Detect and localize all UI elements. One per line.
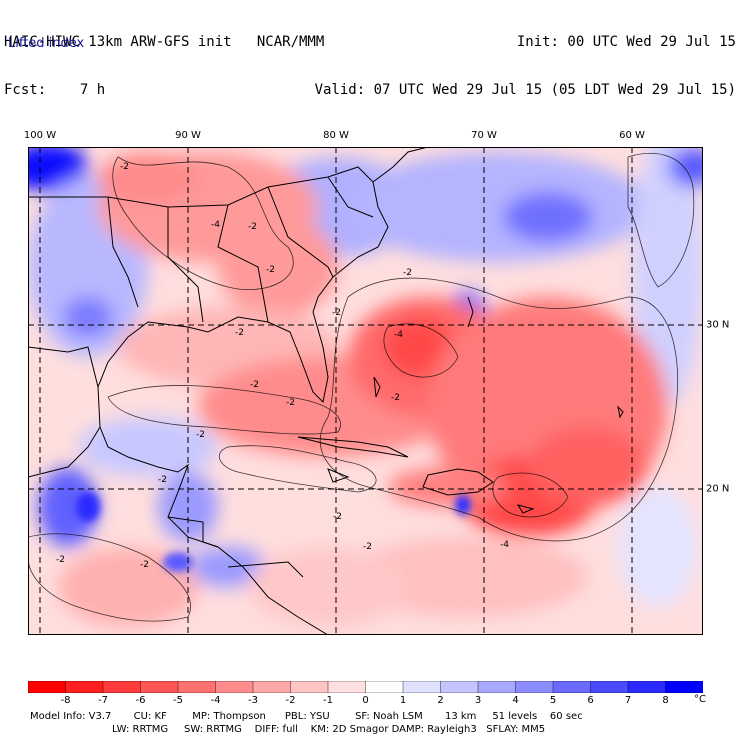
contour-label: -2	[250, 380, 259, 390]
colorbar-swatch	[515, 681, 554, 693]
colorbar-swatch	[215, 681, 254, 693]
contour-label: -4	[394, 330, 403, 340]
lifted-index-map: -2 -2 -4 -2 -2 -2 -2 -2 -2 -4 -2 -4 -2 -…	[28, 147, 703, 635]
lon-label-80w: 80 W	[323, 130, 349, 141]
contour-label: -2	[333, 512, 342, 522]
contour-label: -2	[286, 398, 295, 408]
model-info-line-2: LW: RRTMG SW: RRTMG DIFF: full KM: 2D Sm…	[112, 724, 546, 735]
lon-label-90w: 90 W	[175, 130, 201, 141]
valid-time: Valid: 07 UTC Wed 29 Jul 15 (05 LDT Wed …	[314, 82, 736, 98]
colorbar-tick-label: 0	[362, 695, 369, 706]
lon-label-100w: 100 W	[23, 130, 57, 141]
colorbar-swatch	[327, 681, 367, 693]
colorbar-tick-label: 2	[437, 695, 444, 706]
colorbar-swatch	[102, 681, 142, 693]
colorbar-swatch	[28, 681, 67, 693]
colorbar-tick-label: 4	[512, 695, 519, 706]
contour-label: -2	[332, 308, 341, 318]
colorbar-tick-label: 5	[549, 695, 557, 706]
header-right: Init: 00 UTC Wed 29 Jul 15 Valid: 07 UTC…	[315, 2, 736, 114]
colorbar-tick-label: 6	[587, 695, 594, 706]
colorbar-swatch	[177, 681, 217, 693]
colorbar-tick-label: 8	[662, 695, 669, 706]
colorbar-swatch	[65, 681, 104, 693]
colorbar-tick-label: -6	[135, 695, 146, 706]
contour-label: -4	[500, 540, 509, 550]
field-name: Lifted index	[8, 36, 85, 51]
colorbar-swatch	[627, 681, 667, 693]
map-frame	[28, 147, 703, 635]
colorbar-swatch	[252, 681, 292, 693]
colorbar-tick-label: -1	[323, 695, 333, 706]
colorbar-tick-label: 1	[399, 695, 407, 706]
model-info-line-1: Model Info: V3.7 CU: KF MP: Thompson PBL…	[30, 711, 583, 722]
lon-label-60w: 60 W	[619, 130, 645, 141]
colorbar-tick-label: 3	[474, 695, 482, 706]
graticule	[28, 147, 703, 635]
colorbar-swatch	[402, 681, 442, 693]
colorbar-tick-label: -5	[173, 695, 183, 706]
contour-label-group: -2 -2 -4 -2 -2 -2 -2 -2 -2 -4 -2 -4 -2 -…	[56, 162, 509, 570]
contour-lines	[28, 153, 695, 622]
colorbar-tick-label: 7	[624, 695, 632, 706]
contour-label: -2	[196, 430, 205, 440]
lat-label-30n: 30 N	[706, 319, 730, 331]
colorbar-tick-label: -7	[98, 695, 108, 706]
colorbar-swatch	[665, 681, 703, 693]
colorbar-swatch	[290, 681, 329, 693]
contour-label: -2	[235, 328, 244, 338]
header-left: HAIC-HIWC 13km ARW-GFS init NCAR/MMM Fcs…	[4, 2, 324, 114]
model-title: HAIC-HIWC 13km ARW-GFS init NCAR/MMM	[4, 34, 325, 50]
contour-label: -2	[403, 268, 412, 278]
colorbar-tick-label: -2	[285, 695, 296, 706]
colorbar-swatch	[440, 681, 479, 693]
colorbar-swatch	[552, 681, 592, 693]
forecast-hour: Fcst: 7 h	[4, 82, 106, 98]
land-boundaries	[28, 147, 624, 635]
lat-label-20n: 20 N	[706, 483, 730, 495]
contour-label: -2	[266, 265, 275, 275]
colorbar-swatch	[365, 681, 404, 693]
colorbar-swatch	[477, 681, 517, 693]
colorbar-tick-label: -3	[248, 695, 258, 706]
contour-label: -2	[363, 542, 372, 552]
contour-label: -2	[248, 222, 257, 232]
colorbar-tick-label: -4	[210, 695, 221, 706]
colorbar-unit: °C	[694, 694, 706, 705]
contour-label: -2	[56, 555, 65, 565]
contour-label: -2	[140, 560, 149, 570]
field-shading	[28, 147, 703, 635]
colorbar-swatch	[140, 681, 179, 693]
colorbar-swatch	[590, 681, 629, 693]
init-time: Init: 00 UTC Wed 29 Jul 15	[516, 34, 736, 50]
colorbar-tick-label: -8	[60, 695, 71, 706]
contour-label: -2	[120, 162, 129, 172]
lon-label-70w: 70 W	[471, 130, 497, 141]
colorbar	[28, 681, 703, 693]
contour-label: -4	[211, 220, 220, 230]
contour-label: -2	[391, 393, 400, 403]
contour-label: -2	[158, 475, 167, 485]
